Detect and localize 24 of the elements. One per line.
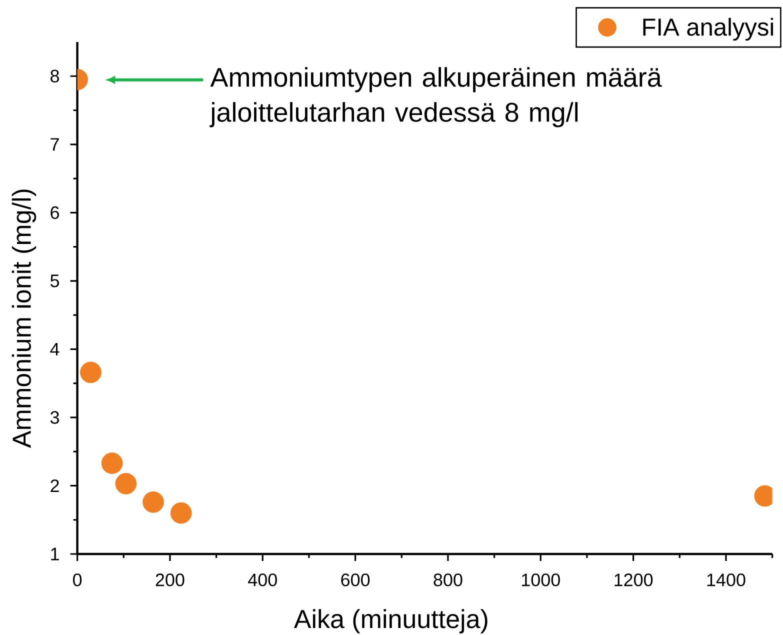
- x-tick-label: 600: [341, 574, 370, 586]
- x-tick-label: 0: [73, 574, 82, 586]
- y-tick-label: 4: [50, 343, 60, 356]
- y-tick-label: 1: [51, 548, 59, 560]
- point: [115, 472, 137, 494]
- legend-label: FIA analyysi: [643, 18, 774, 41]
- x-tick-label: 800: [434, 574, 462, 586]
- y-tick-label: 2: [50, 479, 59, 492]
- annotation: Ammoniumtypen alkuperäinen määrä jaloittelutarhan vedessä 8 mg/l: [210, 67, 662, 128]
- y-tick-label: 7: [50, 138, 59, 151]
- x-tick-label: 1400: [707, 574, 746, 586]
- x-tick-label: 400: [248, 574, 277, 586]
- point: [101, 452, 123, 474]
- y-tick-label: 3: [50, 411, 59, 424]
- y-axis-title: Ammonium ionit (mg/l): [12, 190, 36, 448]
- x-tick-label: 200: [156, 574, 184, 586]
- y-tick-label: 8: [50, 70, 60, 82]
- x-tick-label: 1200: [614, 574, 653, 586]
- y-tick-label: 5: [50, 274, 60, 288]
- x-tick-label: 1000: [522, 574, 560, 586]
- y-tick-label: 6: [50, 206, 59, 220]
- x-axis-title: Aika (minuutteja): [294, 609, 488, 634]
- point: [170, 502, 192, 524]
- point: [142, 491, 164, 513]
